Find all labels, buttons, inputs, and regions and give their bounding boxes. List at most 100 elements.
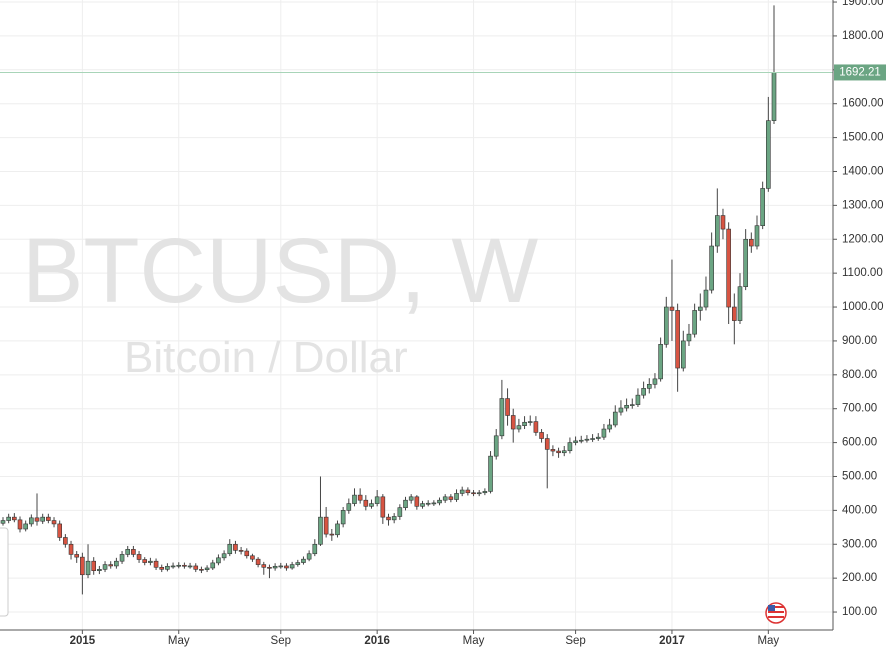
axes: 100.00 200.00 300.00 400.00 500.00 600.00 700.… — [70, 0, 886, 647]
candle-body — [567, 442, 573, 452]
candle-body — [238, 550, 244, 552]
candle-body — [754, 225, 760, 247]
candle-body — [272, 565, 278, 569]
candle-body — [34, 517, 40, 522]
candle-body — [675, 310, 680, 369]
candle-body — [80, 556, 85, 576]
candle-body — [516, 425, 522, 430]
candle-body — [261, 564, 267, 568]
x-tick-label: 2015 — [70, 635, 96, 647]
candle-body — [556, 450, 561, 454]
candle-body — [550, 449, 556, 452]
candle-body — [119, 554, 125, 562]
candle-body — [459, 489, 465, 494]
candle-body — [595, 436, 601, 439]
candle-body — [125, 549, 131, 555]
y-tick-label: 100.00 — [842, 606, 877, 618]
candle-body — [652, 378, 658, 385]
candle-body — [437, 499, 442, 504]
candle-body — [454, 493, 459, 500]
candle-body — [578, 439, 584, 442]
candle-body — [267, 567, 272, 569]
candle-body — [199, 569, 204, 571]
candle-body — [29, 517, 34, 525]
candle-body — [278, 565, 284, 568]
x-tick-label: 2017 — [659, 635, 685, 647]
candle-body — [403, 499, 408, 508]
candle-body — [204, 567, 210, 570]
y-tick-label: 1900.00 — [842, 0, 884, 8]
candle-body — [488, 455, 493, 492]
candle-body — [142, 559, 148, 563]
candle-body — [510, 415, 516, 430]
candle-body — [165, 565, 170, 570]
candle-body — [369, 503, 374, 507]
candle-body — [386, 516, 391, 521]
candle-body — [357, 494, 363, 501]
last-price-label: 1692.21 — [839, 66, 881, 78]
candle-body — [74, 554, 79, 558]
grid — [0, 0, 833, 630]
x-tick-label: Sep — [271, 635, 291, 647]
candle-body — [715, 215, 720, 247]
flag-stripe — [768, 606, 784, 608]
candle-body — [335, 523, 340, 536]
candle-body — [573, 440, 578, 443]
y-tick-label: 1100.00 — [842, 267, 883, 279]
y-tick-label: 1500.00 — [842, 132, 884, 144]
candle-body — [68, 543, 74, 555]
candle-body — [692, 310, 697, 335]
candle-body — [471, 492, 476, 495]
candle-body — [170, 565, 176, 568]
candle-body — [102, 564, 108, 570]
candle-body — [618, 407, 624, 413]
candle-body — [114, 560, 119, 567]
y-tick-label: 200.00 — [842, 572, 877, 584]
candle-body — [216, 557, 221, 564]
y-tick-label: 600.00 — [842, 437, 877, 449]
candle-body — [12, 516, 17, 521]
candle-body — [284, 565, 289, 569]
y-tick-label: 500.00 — [842, 471, 877, 483]
candle-body — [227, 543, 233, 555]
candle-body — [233, 543, 238, 551]
candle-body — [221, 553, 227, 559]
candle-body — [51, 520, 57, 525]
y-tick-label: 1600.00 — [842, 98, 884, 110]
candle-body — [760, 188, 765, 227]
candle-body — [46, 516, 51, 521]
candle-body — [193, 565, 199, 570]
flag-icon[interactable] — [765, 602, 787, 624]
candle-body — [187, 565, 193, 568]
y-tick-label: 400.00 — [842, 504, 877, 516]
candle-body — [391, 516, 397, 521]
candle-body — [499, 398, 505, 437]
x-tick-label: Sep — [565, 635, 585, 647]
candle-body — [40, 516, 45, 522]
candle-body — [131, 549, 136, 555]
y-tick-label: 700.00 — [842, 403, 877, 415]
candle-body — [312, 543, 318, 555]
y-tick-label: 1400.00 — [842, 166, 884, 178]
candle-body — [323, 516, 329, 535]
candle-body — [482, 491, 488, 494]
y-tick-label: 1000.00 — [842, 301, 884, 313]
x-tick-label: May — [463, 635, 485, 647]
candle-body — [544, 438, 550, 450]
candle-body — [720, 215, 726, 230]
candle-body — [329, 533, 335, 536]
candle-body — [539, 432, 544, 439]
candle-body — [17, 519, 23, 530]
candles — [0, 5, 833, 595]
candle-body — [374, 496, 380, 504]
candle-body — [250, 555, 255, 560]
candle-body — [749, 238, 754, 247]
candle-body — [743, 238, 748, 288]
candle-body — [255, 558, 261, 565]
x-tick-label: May — [168, 635, 190, 647]
candle-body — [533, 421, 539, 433]
candle-body — [289, 564, 295, 569]
candle-body — [448, 496, 454, 500]
candle-body — [414, 496, 420, 507]
